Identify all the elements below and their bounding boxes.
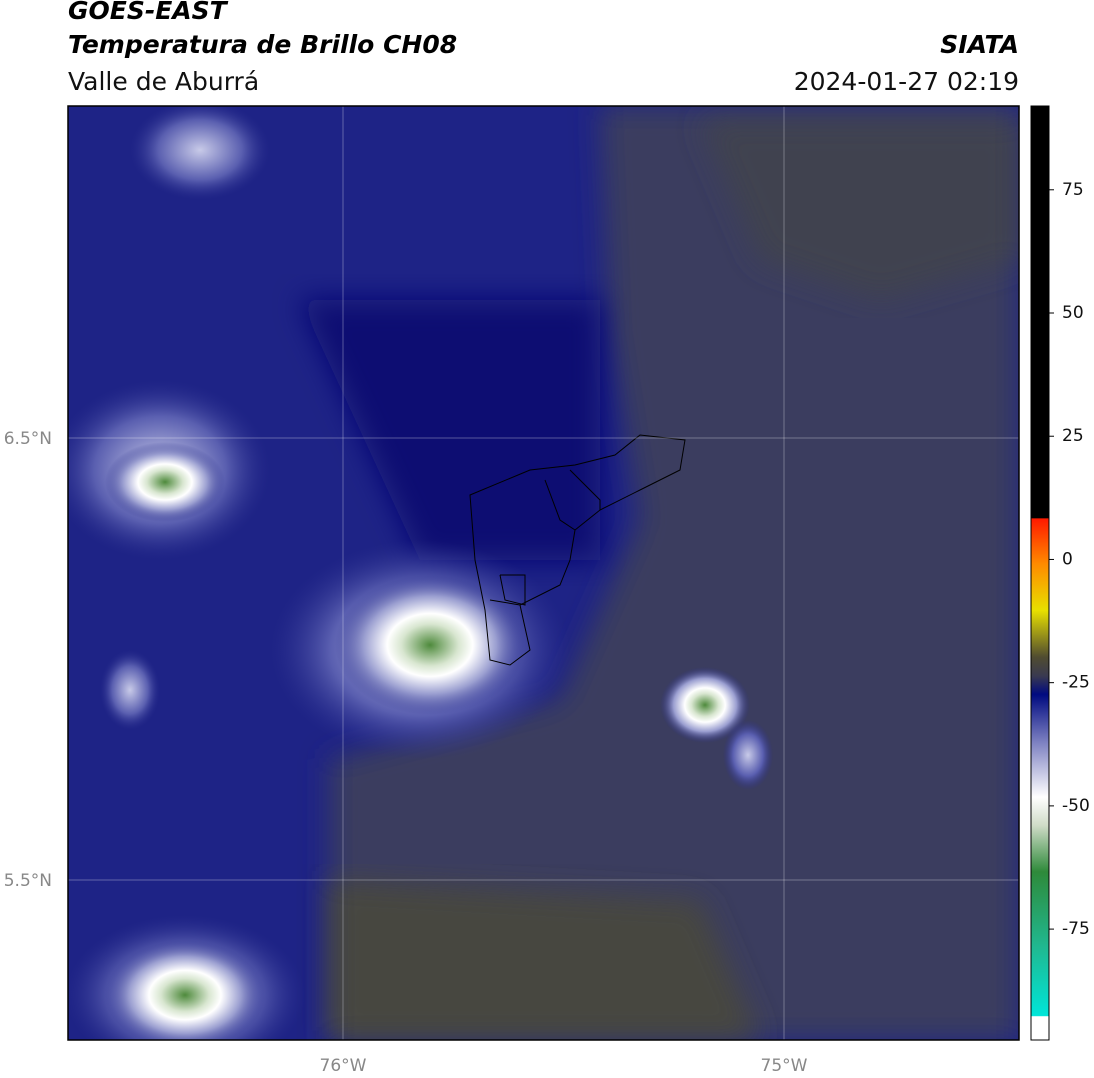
lon-label: 75°W: [761, 1056, 808, 1076]
municipal-boundaries: [469, 434, 686, 666]
agency-label: SIATA: [940, 30, 1019, 59]
lon-label: 76°W: [320, 1056, 367, 1076]
graticule: [68, 106, 1019, 1040]
colorbar-tick-label: -25: [1062, 673, 1090, 693]
colorbar-tick-label: -75: [1062, 919, 1090, 939]
region-label: Valle de Aburrá: [68, 67, 259, 96]
satellite-title: GOES-EAST: [68, 0, 229, 25]
colorbar: [1030, 105, 1050, 1041]
timestamp: 2024-01-27 02:19: [794, 67, 1019, 96]
colorbar-tick-label: 25: [1062, 426, 1084, 446]
colorbar-tick-label: 75: [1062, 180, 1084, 200]
lat-label: 6.5°N: [4, 429, 52, 449]
product-title: Temperatura de Brillo CH08: [68, 30, 457, 59]
colorbar-tick-label: 50: [1062, 303, 1084, 323]
lat-label: 5.5°N: [4, 871, 52, 891]
satellite-image: [68, 106, 1019, 1040]
map-frame: [67, 105, 1020, 1041]
colorbar-tick-label: 0: [1062, 549, 1073, 569]
colorbar-tick-label: -50: [1062, 796, 1090, 816]
